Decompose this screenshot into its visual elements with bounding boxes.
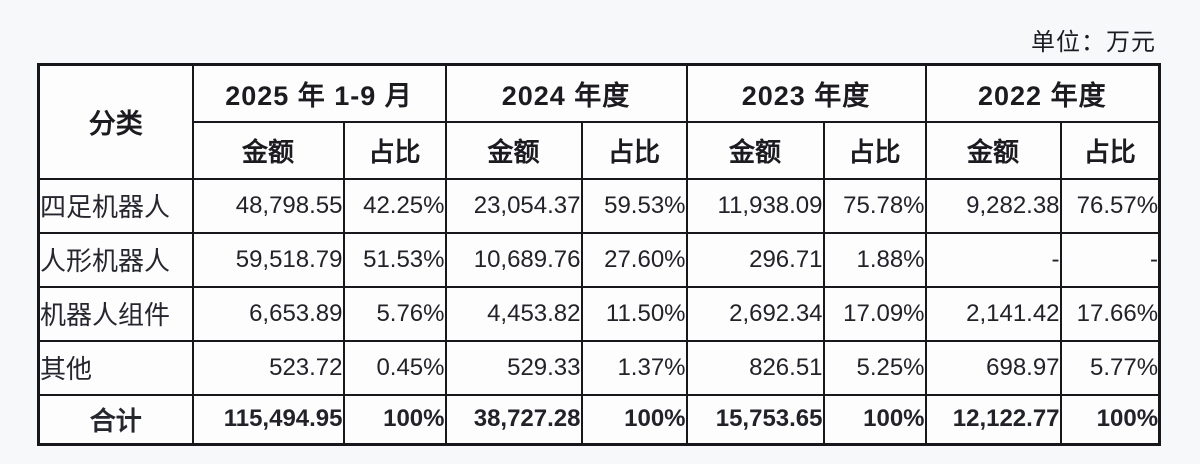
ratio-cell: 5.25% bbox=[822, 339, 927, 396]
amount-cell: 48,798.55 bbox=[191, 177, 345, 234]
ratio-cell: 11.50% bbox=[580, 285, 688, 342]
row-label: 机器人组件 bbox=[37, 285, 194, 342]
year-group-2022: 2022 年度 bbox=[924, 63, 1161, 123]
ratio-cell: 27.60% bbox=[580, 231, 688, 288]
amount-cell: 38,727.28 bbox=[444, 393, 583, 446]
amount-cell: 12,122.77 bbox=[924, 393, 1062, 446]
amount-cell: 2,141.42 bbox=[924, 285, 1062, 342]
ratio-cell: 100% bbox=[342, 393, 447, 446]
table-row: 机器人组件 6,653.89 5.76% 4,453.82 11.50% 2,6… bbox=[37, 285, 1161, 342]
amount-cell: 4,453.82 bbox=[444, 285, 583, 342]
amount-cell: 11,938.09 bbox=[685, 177, 825, 234]
ratio-cell: 59.53% bbox=[580, 177, 688, 234]
ratio-cell: 76.57% bbox=[1059, 177, 1161, 234]
amount-cell: 529.33 bbox=[444, 339, 583, 396]
ratio-cell: 17.09% bbox=[822, 285, 927, 342]
ratio-header: 占比 bbox=[822, 120, 927, 180]
amount-cell: 10,689.76 bbox=[444, 231, 583, 288]
ratio-cell: 100% bbox=[822, 393, 927, 446]
ratio-cell: 1.88% bbox=[822, 231, 927, 288]
amount-header: 金额 bbox=[924, 120, 1062, 180]
table-row: 人形机器人 59,518.79 51.53% 10,689.76 27.60% … bbox=[37, 231, 1161, 288]
amount-cell: - bbox=[924, 231, 1062, 288]
row-label: 四足机器人 bbox=[37, 177, 194, 234]
amount-cell: 15,753.65 bbox=[685, 393, 825, 446]
group-header-row: 分类 2025 年 1-9 月 2024 年度 2023 年度 2022 年度 bbox=[37, 63, 1161, 180]
amount-header: 金额 bbox=[191, 120, 345, 180]
row-label: 其他 bbox=[37, 339, 194, 396]
ratio-cell: 100% bbox=[1059, 393, 1161, 446]
amount-cell: 59,518.79 bbox=[191, 231, 345, 288]
amount-cell: 6,653.89 bbox=[191, 285, 345, 342]
amount-cell: 523.72 bbox=[191, 339, 345, 396]
amount-cell: 9,282.38 bbox=[924, 177, 1062, 234]
total-label: 合计 bbox=[37, 393, 194, 446]
ratio-cell: 100% bbox=[580, 393, 688, 446]
sub-header-row: 金额 占比 金额 占比 金额 占比 金额 占比 bbox=[39, 120, 1161, 180]
amount-header: 金额 bbox=[685, 120, 825, 180]
amount-cell: 115,494.95 bbox=[191, 393, 345, 446]
revenue-breakdown-table: 分类 2025 年 1-9 月 2024 年度 2023 年度 2022 年度 … bbox=[37, 63, 1162, 446]
table-row: 四足机器人 48,798.55 42.25% 23,054.37 59.53% … bbox=[37, 177, 1161, 234]
year-group-2025: 2025 年 1-9 月 bbox=[191, 63, 447, 123]
amount-cell: 698.97 bbox=[924, 339, 1062, 396]
amount-cell: 2,692.34 bbox=[685, 285, 825, 342]
unit-caption: 单位：万元 bbox=[1031, 30, 1156, 56]
table-row: 其他 523.72 0.45% 529.33 1.37% 826.51 5.25… bbox=[37, 339, 1161, 396]
ratio-cell: 17.66% bbox=[1059, 285, 1161, 342]
ratio-cell: 5.76% bbox=[342, 285, 447, 342]
ratio-cell: 5.77% bbox=[1059, 339, 1161, 396]
amount-header: 金额 bbox=[444, 120, 583, 180]
ratio-header: 占比 bbox=[1059, 120, 1161, 180]
ratio-cell: - bbox=[1059, 231, 1161, 288]
year-group-2024: 2024 年度 bbox=[444, 63, 688, 123]
ratio-header: 占比 bbox=[580, 120, 688, 180]
amount-cell: 23,054.37 bbox=[444, 177, 583, 234]
amount-cell: 826.51 bbox=[685, 339, 825, 396]
year-group-2023: 2023 年度 bbox=[685, 63, 927, 123]
ratio-cell: 0.45% bbox=[342, 339, 447, 396]
ratio-cell: 42.25% bbox=[342, 177, 447, 234]
amount-cell: 296.71 bbox=[685, 231, 825, 288]
total-row: 合计 115,494.95 100% 38,727.28 100% 15,753… bbox=[37, 393, 1161, 446]
ratio-cell: 75.78% bbox=[822, 177, 927, 234]
ratio-header: 占比 bbox=[342, 120, 447, 180]
row-label: 人形机器人 bbox=[37, 231, 194, 288]
ratio-cell: 1.37% bbox=[580, 339, 688, 396]
category-header-cell: 分类 bbox=[37, 63, 194, 180]
ratio-cell: 51.53% bbox=[342, 231, 447, 288]
